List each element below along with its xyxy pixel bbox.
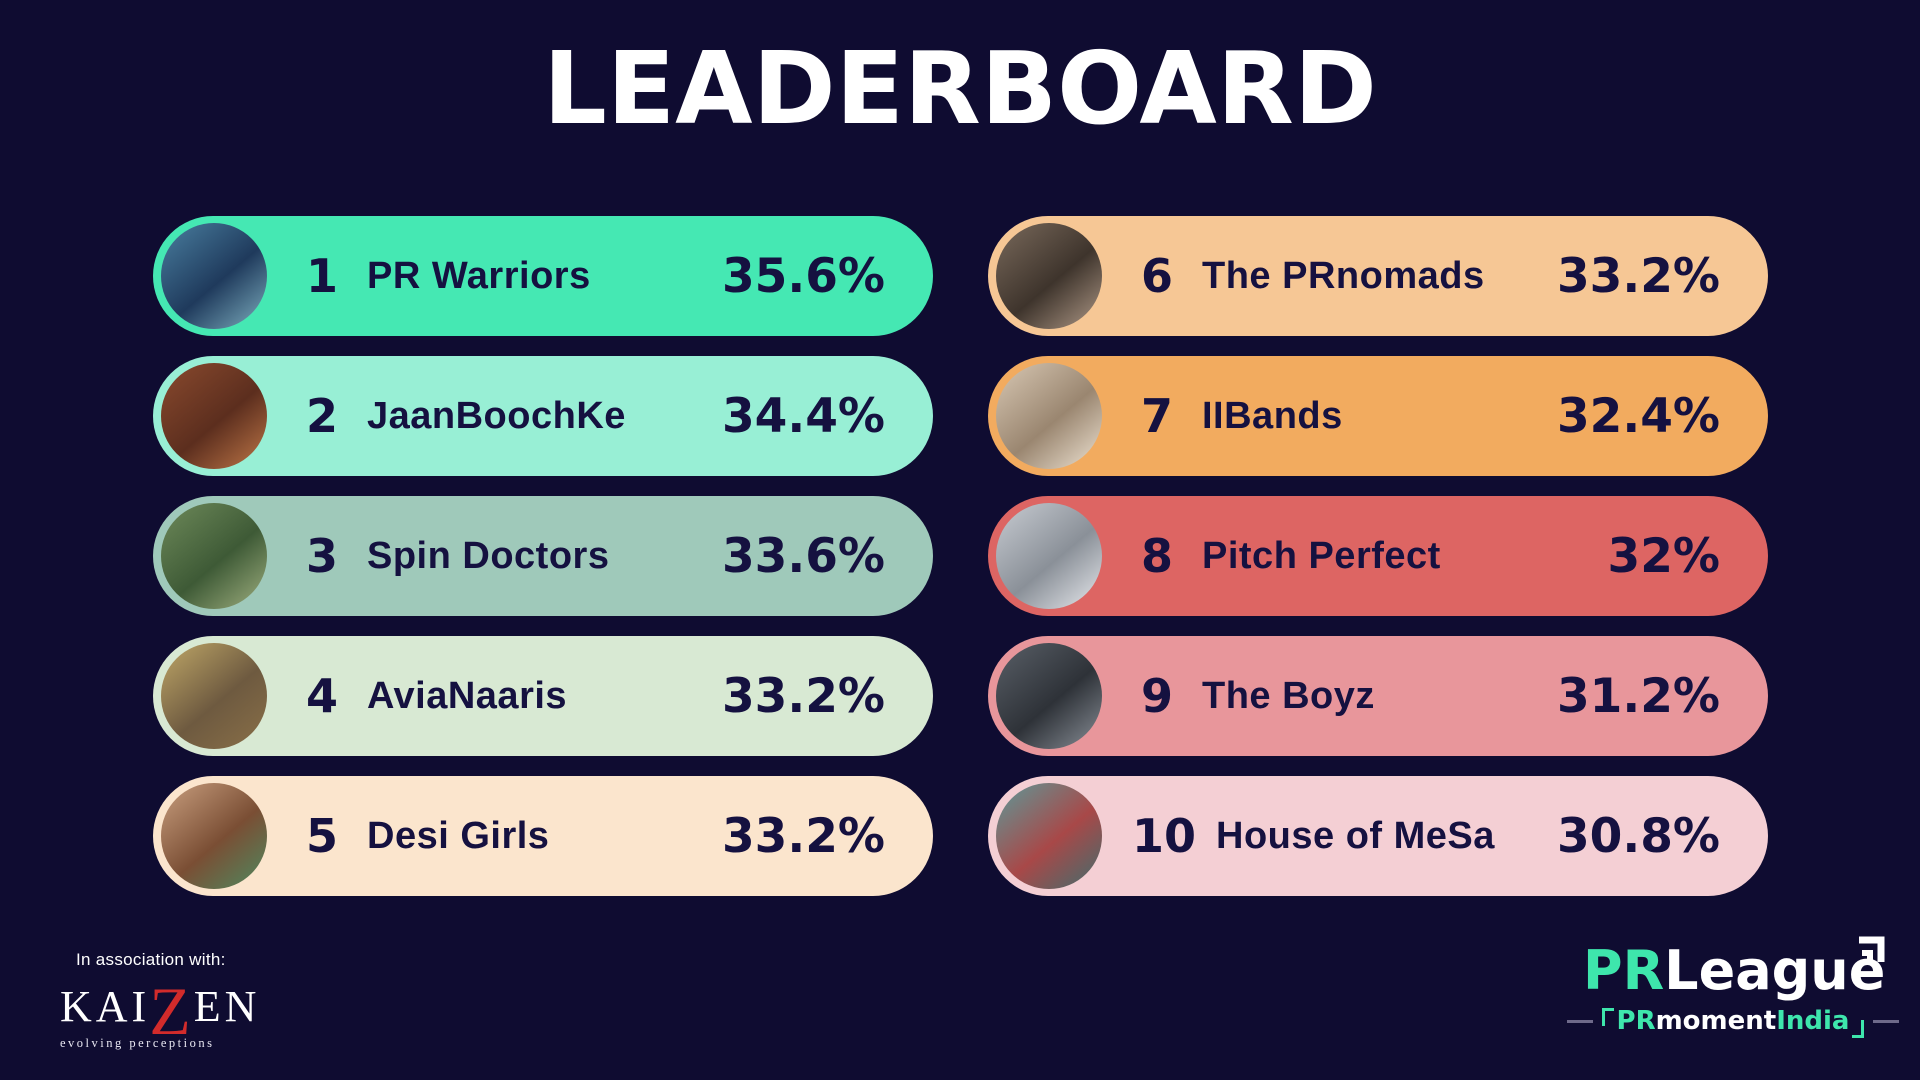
prmoment-india-text: PR moment India bbox=[1601, 1006, 1865, 1038]
prmoment-moment: moment bbox=[1655, 1006, 1777, 1036]
prleague-wordmark: PRLeague bbox=[1583, 936, 1885, 998]
team-photo bbox=[161, 223, 267, 329]
team-photo bbox=[996, 363, 1102, 469]
team-score: 33.2% bbox=[721, 668, 885, 724]
bracket-left-icon bbox=[1601, 1008, 1614, 1026]
team-rank: 8 bbox=[1140, 529, 1173, 583]
leaderboard-row: 5 Desi Girls 33.2% bbox=[153, 776, 933, 896]
team-score: 33.6% bbox=[721, 528, 885, 584]
prmoment-india-lockup: PR moment India bbox=[1566, 1006, 1900, 1038]
team-score: 33.2% bbox=[1556, 248, 1720, 304]
association-label: In association with: bbox=[76, 950, 226, 969]
team-rank: 5 bbox=[305, 809, 338, 863]
leaderboard-row: 9 The Boyz 31.2% bbox=[988, 636, 1768, 756]
kaizen-logo-left: KAI bbox=[60, 982, 151, 1032]
leaderboard-row: 1 PR Warriors 35.6% bbox=[153, 216, 933, 336]
team-photo bbox=[996, 643, 1102, 749]
team-name: House of MeSa bbox=[1216, 814, 1495, 857]
leaderboard-row: 7 IIBands 32.4% bbox=[988, 356, 1768, 476]
dash-left bbox=[1566, 1019, 1593, 1023]
team-score: 31.2% bbox=[1556, 668, 1720, 724]
leaderboard-row: 3 Spin Doctors 33.6% bbox=[153, 496, 933, 616]
kaizen-logo: KAI Z EN bbox=[60, 977, 261, 1045]
team-photo bbox=[161, 503, 267, 609]
kaizen-logo-z: Z bbox=[149, 973, 195, 1049]
prleague-logo: PRLeague PR moment India bbox=[1566, 936, 1900, 1038]
team-photo bbox=[996, 223, 1102, 329]
leaderboard-row: 10 House of MeSa 30.8% bbox=[988, 776, 1768, 896]
team-score: 32% bbox=[1607, 528, 1721, 584]
team-score: 30.8% bbox=[1556, 808, 1720, 864]
team-name: JaanBoochKe bbox=[367, 394, 626, 437]
team-photo bbox=[996, 783, 1102, 889]
team-score: 33.2% bbox=[721, 808, 885, 864]
team-rank: 9 bbox=[1140, 669, 1173, 723]
team-rank: 7 bbox=[1140, 389, 1173, 443]
team-name: PR Warriors bbox=[367, 254, 591, 297]
team-name: Spin Doctors bbox=[367, 534, 610, 577]
prleague-league: League bbox=[1664, 939, 1886, 1002]
association-block: In association with: KAI Z EN evolving per… bbox=[60, 950, 260, 1051]
prmoment-pr: PR bbox=[1616, 1006, 1656, 1036]
page-title: LEADERBOARD bbox=[543, 30, 1377, 147]
team-score: 32.4% bbox=[1556, 388, 1720, 444]
team-name: Desi Girls bbox=[367, 814, 550, 857]
team-photo bbox=[996, 503, 1102, 609]
team-rank: 4 bbox=[305, 669, 338, 723]
team-photo bbox=[161, 363, 267, 469]
arrow-up-right-icon bbox=[1859, 936, 1885, 962]
team-score: 34.4% bbox=[721, 388, 885, 444]
team-photo bbox=[161, 783, 267, 889]
kaizen-logo-right: EN bbox=[193, 982, 261, 1032]
dash-right bbox=[1873, 1019, 1900, 1023]
team-rank: 1 bbox=[305, 249, 338, 303]
leaderboard-row: 6 The PRnomads 33.2% bbox=[988, 216, 1768, 336]
team-name: AviaNaaris bbox=[367, 674, 568, 717]
kaizen-tagline: evolving perceptions bbox=[60, 1036, 215, 1051]
team-name: The PRnomads bbox=[1202, 254, 1485, 297]
team-rank: 3 bbox=[305, 529, 338, 583]
leaderboard-row: 4 AviaNaaris 33.2% bbox=[153, 636, 933, 756]
team-rank: 2 bbox=[305, 389, 338, 443]
leaderboard-column-left: 1 PR Warriors 35.6% 2 JaanBoochKe 34.4% … bbox=[153, 216, 933, 916]
team-photo bbox=[161, 643, 267, 749]
prleague-pr: PR bbox=[1583, 939, 1665, 1002]
leaderboard-row: 2 JaanBoochKe 34.4% bbox=[153, 356, 933, 476]
leaderboard-row: 8 Pitch Perfect 32% bbox=[988, 496, 1768, 616]
prmoment-india: India bbox=[1776, 1006, 1850, 1036]
team-score: 35.6% bbox=[721, 248, 885, 304]
leaderboard-column-right: 6 The PRnomads 33.2% 7 IIBands 32.4% 8 P… bbox=[988, 216, 1768, 916]
team-rank: 10 bbox=[1132, 809, 1197, 863]
team-rank: 6 bbox=[1140, 249, 1173, 303]
team-name: The Boyz bbox=[1202, 674, 1375, 717]
bracket-right-icon bbox=[1852, 1020, 1865, 1038]
team-name: IIBands bbox=[1202, 394, 1343, 437]
team-name: Pitch Perfect bbox=[1202, 534, 1441, 577]
